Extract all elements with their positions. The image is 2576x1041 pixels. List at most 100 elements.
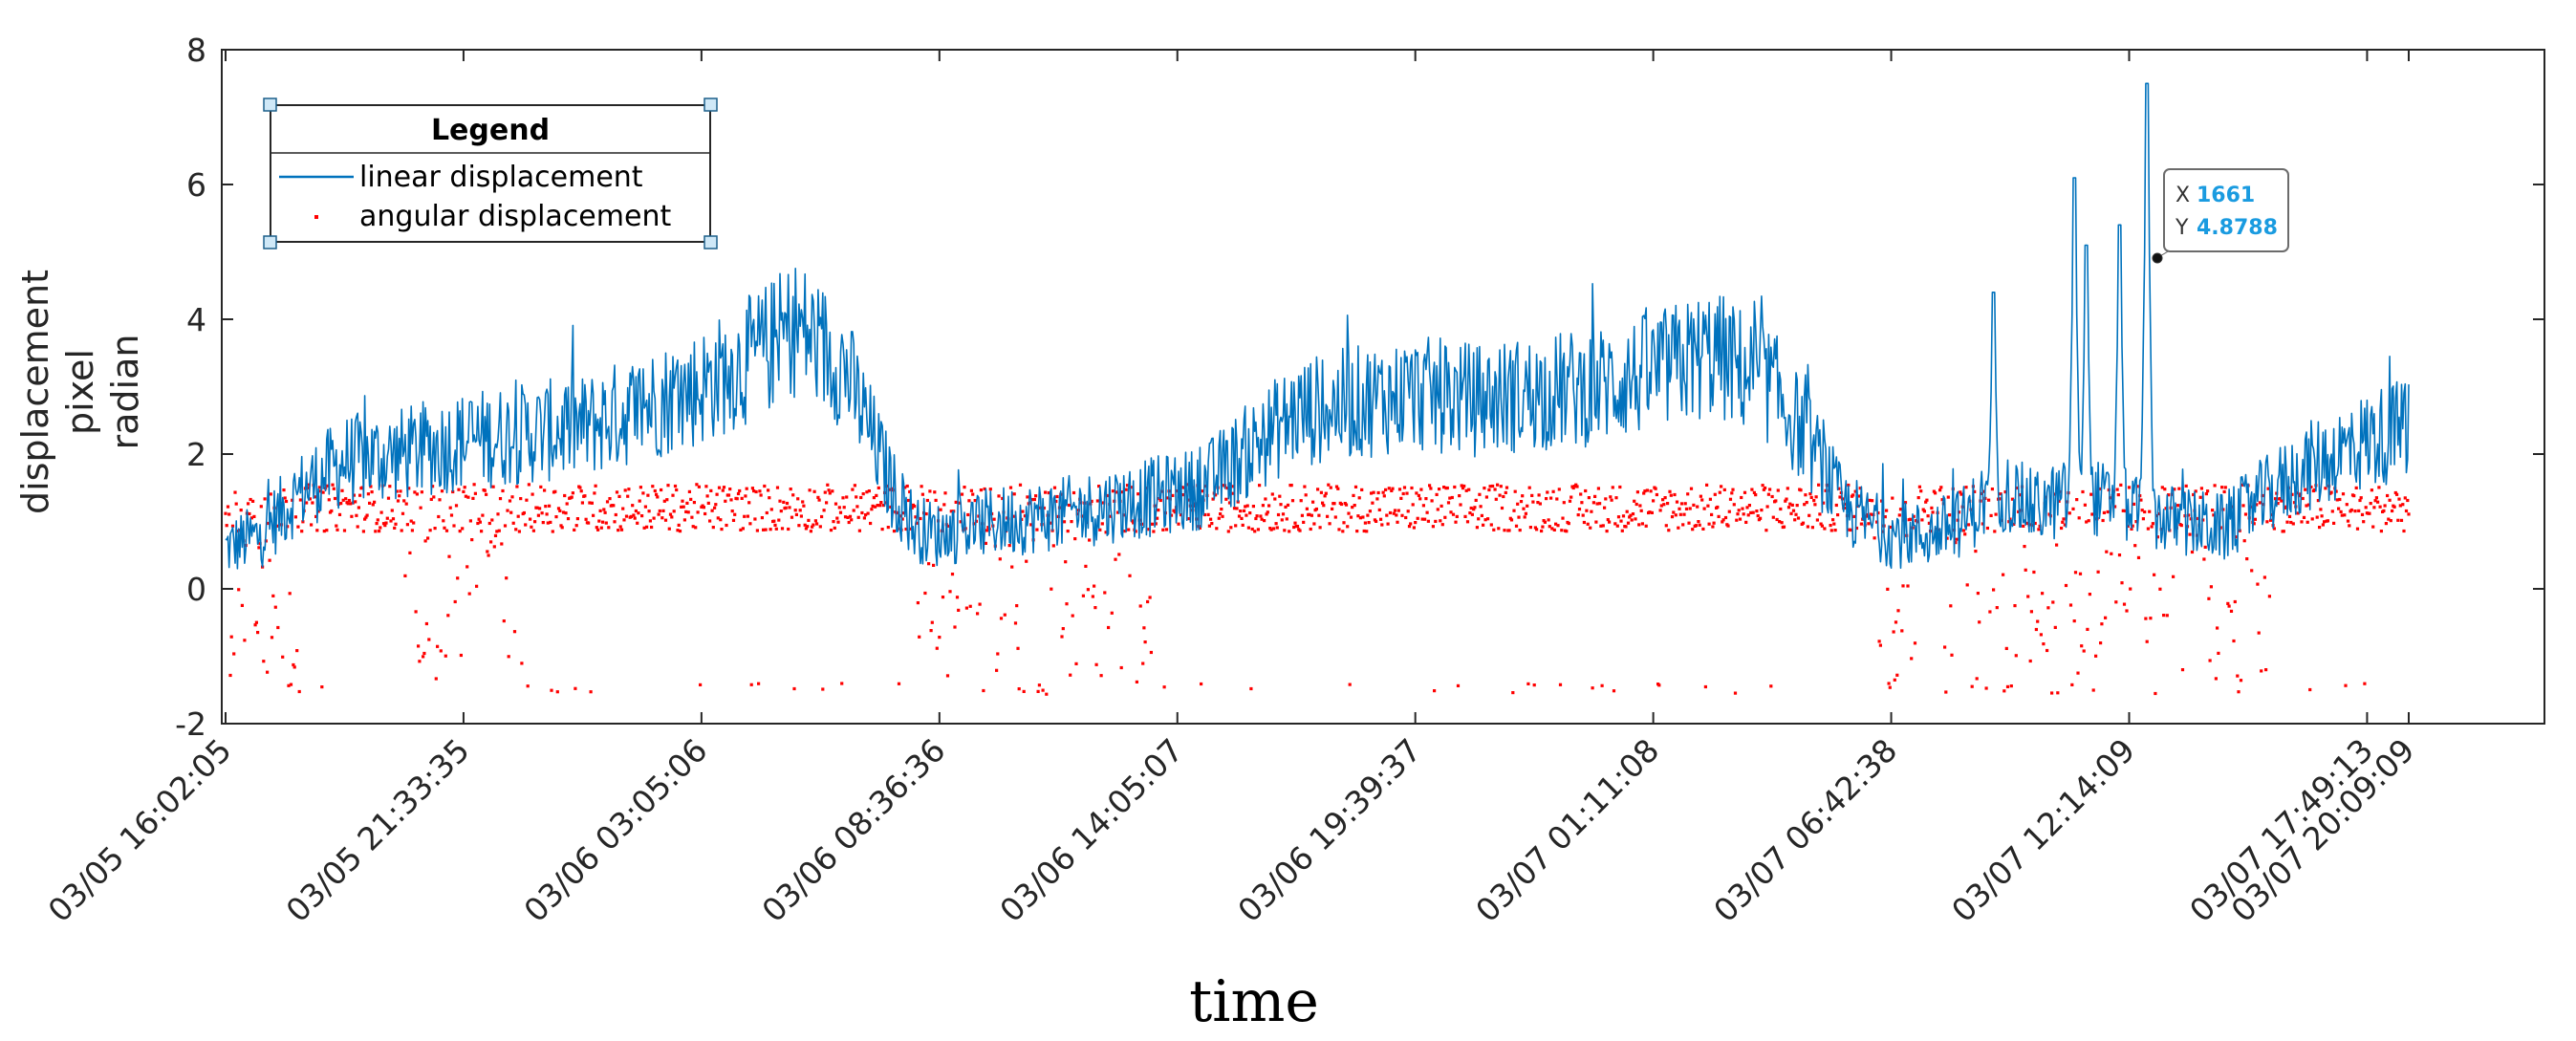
angular-point xyxy=(2077,516,2081,520)
legend-handle-tr[interactable] xyxy=(704,98,718,112)
angular-point xyxy=(2145,640,2149,643)
angular-point xyxy=(420,490,423,494)
angular-point xyxy=(458,530,462,533)
angular-point xyxy=(724,499,727,503)
angular-point xyxy=(570,495,574,499)
angular-point xyxy=(740,496,744,500)
angular-point xyxy=(2404,509,2409,513)
angular-point xyxy=(1147,528,1151,531)
angular-point xyxy=(764,528,768,531)
angular-point xyxy=(1707,522,1711,526)
angular-point xyxy=(1755,510,1759,513)
angular-point xyxy=(1130,519,1135,523)
angular-point xyxy=(733,512,737,516)
angular-point xyxy=(871,504,875,508)
angular-point xyxy=(1809,495,1813,499)
angular-point xyxy=(2032,570,2036,575)
angular-point xyxy=(535,506,539,510)
x-tick-label: 03/07 17:49:13 xyxy=(2182,731,2380,929)
linear-displacement-series xyxy=(225,82,2410,570)
angular-point xyxy=(448,506,452,510)
angular-point xyxy=(1717,514,1721,518)
datatip[interactable]: X 1661 Y 4.8788 xyxy=(2152,168,2289,264)
angular-point xyxy=(2358,498,2362,503)
angular-point xyxy=(1051,544,1055,548)
legend-handle-br[interactable] xyxy=(704,235,718,249)
angular-point xyxy=(2290,492,2294,496)
legend[interactable]: Legend linear displacement angular displ… xyxy=(263,98,718,249)
angular-point xyxy=(2114,600,2118,604)
angular-point xyxy=(2335,498,2339,502)
angular-point xyxy=(2360,512,2365,516)
angular-point xyxy=(763,484,767,488)
angular-point xyxy=(2009,684,2013,688)
angular-point xyxy=(1805,501,1808,505)
angular-point xyxy=(818,525,822,529)
angular-point xyxy=(1817,483,1821,487)
angular-point xyxy=(1415,491,1418,495)
angular-point xyxy=(1994,512,1998,516)
legend-handle-bl[interactable] xyxy=(263,235,277,249)
angular-point xyxy=(370,490,374,494)
angular-point xyxy=(2216,626,2219,630)
angular-point xyxy=(336,528,339,531)
angular-point xyxy=(1227,501,1232,505)
angular-point xyxy=(1667,529,1671,532)
angular-point xyxy=(2369,502,2372,506)
angular-point xyxy=(1358,516,1362,520)
angular-point xyxy=(2190,550,2195,554)
angular-point xyxy=(1285,517,1288,521)
angular-point xyxy=(2379,530,2383,533)
angular-point xyxy=(682,505,685,509)
angular-point xyxy=(1348,683,1352,686)
angular-point xyxy=(1547,518,1550,522)
angular-point xyxy=(2302,515,2306,519)
angular-point xyxy=(1833,529,1837,532)
angular-point xyxy=(678,530,682,533)
angular-point xyxy=(833,526,836,530)
angular-point xyxy=(1507,529,1511,532)
angular-point xyxy=(1281,512,1286,516)
angular-point xyxy=(381,522,386,526)
angular-point xyxy=(1595,502,1599,506)
angular-point xyxy=(2199,487,2203,490)
angular-point xyxy=(1517,515,1521,519)
angular-point xyxy=(708,519,712,523)
angular-point xyxy=(1728,497,1733,501)
angular-point xyxy=(1220,508,1223,511)
angular-point xyxy=(352,493,356,497)
y-axis-label-line-3: radian xyxy=(104,335,146,450)
angular-point xyxy=(1119,665,1123,670)
angular-point xyxy=(1094,662,1098,666)
angular-point xyxy=(533,520,537,524)
angular-point xyxy=(1866,512,1870,517)
angular-point xyxy=(790,515,794,519)
angular-point xyxy=(2047,512,2051,516)
angular-point xyxy=(1681,523,1685,527)
angular-point xyxy=(1764,529,1768,532)
angular-point xyxy=(932,563,936,567)
angular-point xyxy=(1299,499,1303,503)
angular-point xyxy=(768,496,771,500)
angular-point xyxy=(1381,490,1385,494)
angular-point xyxy=(2364,506,2368,510)
angular-point xyxy=(481,513,485,517)
angular-point xyxy=(820,514,824,519)
angular-point xyxy=(1782,525,1786,529)
angular-point xyxy=(1852,514,1856,518)
angular-point xyxy=(602,508,606,511)
angular-point xyxy=(2326,519,2329,523)
datatip-marker[interactable] xyxy=(2152,252,2163,264)
angular-point xyxy=(489,540,493,544)
angular-point xyxy=(2115,488,2119,491)
angular-point xyxy=(268,558,271,562)
angular-point xyxy=(511,521,515,525)
angular-point xyxy=(1166,496,1170,500)
angular-point xyxy=(1791,509,1796,512)
angular-point xyxy=(549,520,552,524)
angular-point xyxy=(254,620,258,624)
legend-handle-tl[interactable] xyxy=(263,98,277,112)
angular-point xyxy=(1584,488,1588,493)
angular-point xyxy=(1012,492,1016,496)
angular-point xyxy=(284,499,289,504)
